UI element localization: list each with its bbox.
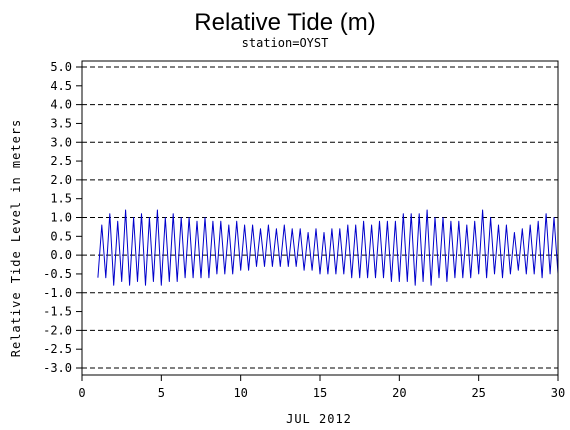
y-tick-label: 2.0 [50, 173, 72, 187]
plot-frame [81, 60, 559, 376]
x-tick-label: 0 [78, 386, 85, 400]
y-tick-label: 0.0 [50, 248, 72, 262]
chart-title: Relative Tide (m) [194, 9, 375, 36]
x-tick-label: 10 [233, 386, 247, 400]
y-tick-label: 2.5 [50, 154, 72, 168]
y-tick-label: 1.5 [50, 192, 72, 206]
x-axis-ticks: 0 5 10 15 20 25 30 [78, 375, 565, 400]
y-tick-label: 4.5 [50, 79, 72, 93]
y-tick-label: -2.0 [43, 323, 72, 337]
y-tick-label: -0.5 [43, 267, 72, 281]
y-tick-label: 0.5 [50, 229, 72, 243]
x-tick-label: 15 [313, 386, 327, 400]
tide-series-line [97, 209, 559, 286]
y-tick-label: 3.0 [50, 135, 72, 149]
x-axis-label: JUL 2012 [286, 412, 352, 426]
y-tick-label: -2.5 [43, 342, 72, 356]
gridlines [82, 66, 558, 369]
x-tick-label: 25 [471, 386, 485, 400]
x-tick-label: 5 [158, 386, 165, 400]
x-tick-label: 30 [551, 386, 565, 400]
y-tick-label: -1.5 [43, 305, 72, 319]
series-group [97, 209, 559, 286]
y-axis-ticks: -3.0 -2.5 -2.0 -1.5 -1.0 -0.5 0.0 0.5 1.0 1.5 2.0 2… [43, 60, 82, 375]
y-tick-label: 3.5 [50, 116, 72, 130]
x-tick-label: 20 [392, 386, 406, 400]
y-tick-label: 5.0 [50, 60, 72, 74]
chart-subtitle: station=OYST [242, 36, 329, 50]
y-tick-label: 4.0 [50, 98, 72, 112]
y-tick-label: 1.0 [50, 211, 72, 225]
y-tick-label: -1.0 [43, 286, 72, 300]
y-tick-label: -3.0 [43, 361, 72, 375]
y-axis-label: Relative Tide Level in meters [9, 119, 23, 358]
